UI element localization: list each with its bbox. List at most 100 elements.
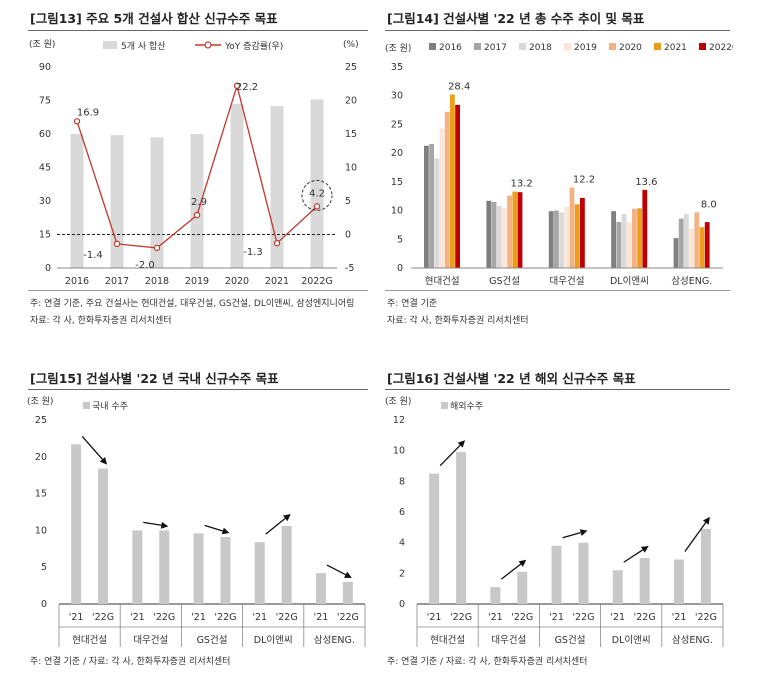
bar-삼성ENG.-'21 [315,573,326,604]
legend-label-2022G: 2022G [709,43,733,53]
y-tick: 30 [391,91,403,102]
trend-arrow-DL이앤씨-head [640,546,649,553]
yoy-data-label: -1.4 [83,250,103,261]
bar-GS건설-2017 [491,201,497,268]
y-tick: 0 [397,263,403,274]
x-tick-label: '22G [450,612,472,623]
bar-DL이앤씨-2020 [632,208,637,268]
bar-삼성ENG.-'21 [673,559,684,604]
x-tick-label: '22G [695,612,717,623]
x-tick-label: '22G [337,612,359,623]
data-label-DL이앤씨: 13.6 [635,177,657,188]
x-tick-label: '21 [427,612,442,623]
figure-14-source: 자료: 각 사, 한화투자증권 리서치센터 [387,316,529,326]
yoy-point-2022G [313,203,321,210]
y-tick: 8 [399,476,405,487]
x-tick-label: '21 [69,612,84,623]
bar-삼성ENG.-2020 [694,212,700,268]
bar-삼성ENG.-'22G [700,528,711,604]
y-tick: 35 [391,62,403,73]
data-label-현대건설: 28.4 [448,82,470,93]
x-tick-label: 2019 [185,276,209,287]
y-axis-unit: (조 원) [385,43,411,54]
y-right-tick: 25 [345,62,357,73]
bar-현대건설-2022G [455,104,460,268]
bar-GS건설-2018 [496,205,502,268]
bar-삼성ENG.-2016 [673,238,679,268]
x-tick-label: DL이앤씨 [610,276,649,287]
yoy-data-label: 4.2 [309,188,325,199]
trend-arrow-GS건설-head [221,527,230,535]
bar-DL이앤씨-2017 [616,222,622,268]
figure-13-title: [그림13] 주요 5개 건설사 합산 신규수주 목표 [30,11,278,26]
trend-arrow-GS건설 [204,524,223,532]
bar-현대건설-'21 [429,473,440,604]
x-tick-label: 2021 [265,276,289,287]
bar-DL이앤씨-'21 [254,542,265,604]
bar-2022G [310,99,324,268]
x-tick-label: '21 [610,612,625,623]
trend-arrow-삼성ENG.-head [702,516,710,525]
y-left-tick: 90 [39,62,51,73]
legend-line-label: YoY 증감률(우) [224,40,283,52]
trend-arrow-대우건설-head [160,521,169,529]
bar-대우건설-'21 [132,530,143,604]
trend-arrow-현대건설 [81,435,103,460]
x-tick-label: 2016 [65,276,89,287]
group-label: GS건설 [197,635,228,646]
legend-swatch-2021 [654,43,661,50]
y-tick: 0 [41,599,47,610]
y-right-tick: 10 [345,163,357,174]
x-tick-label: '22G [92,612,114,623]
x-tick-label: '22G [214,612,236,623]
legend-swatch [83,402,90,409]
bar-DL이앤씨-2021 [637,208,642,268]
yoy-data-label: 22.2 [236,82,258,93]
bar-현대건설-2019 [439,128,445,268]
highlight-circle [301,179,333,211]
x-tick-label: '21 [549,612,564,623]
y-tick: 2 [399,568,405,579]
group-label: 현대건설 [72,635,107,646]
legend-label: 해외수주 [450,400,483,412]
y-left-tick: 60 [39,129,51,140]
y-tick: 5 [397,234,403,245]
y-tick: 25 [35,415,47,426]
bar-대우건설-'21 [490,587,501,604]
x-tick-label: 현대건설 [425,276,460,287]
bar-DL이앤씨-2019 [626,222,632,268]
y-right-tick: 5 [345,196,351,207]
trend-arrow-GS건설-head [579,529,588,536]
figure-16-chart: (조 원) 해외수주 0 2 4 6 8 10 12 '21 '22G 현대건설 '21 '22G 대우건설… [385,396,724,647]
group-label: 대우건설 [491,635,526,646]
y-tick: 10 [393,446,405,457]
trend-arrow-현대건설-head [99,457,108,465]
x-tick-label: '22G [153,612,175,623]
figure-16-note: 주: 연결 기준 / 자료: 각 사, 한화투자증권 리서치센터 [387,657,588,667]
bar-2018 [150,137,164,268]
legend-label-2016: 2016 [439,43,462,53]
bar-현대건설-'21 [71,444,82,604]
y-left-tick: 0 [45,263,51,274]
x-tick-label: 2020 [225,276,249,287]
x-tick-label: '22G [276,612,298,623]
yoy-point-2016 [73,118,81,125]
bar-대우건설-2018 [559,212,564,268]
bar-현대건설-2018 [434,158,440,268]
x-tick-label: '22G [511,612,533,623]
bar-현대건설-'22G [456,452,467,604]
bar-GS건설-2020 [507,195,512,268]
legend-swatch-2018 [519,43,526,50]
trend-arrow-대우건설-head [518,559,527,567]
y-tick: 15 [35,489,47,500]
y-right-tick: 15 [345,129,357,140]
data-label-GS건설: 13.2 [510,179,532,190]
y-tick: 12 [393,415,405,426]
bar-GS건설-'21 [193,533,204,604]
trend-arrow-삼성ENG.-head [344,571,352,578]
bar-GS건설-2022G [517,192,523,268]
x-tick-label: '21 [191,612,206,623]
bar-대우건설-2020 [569,187,575,268]
y-left-tick: 75 [39,96,51,107]
bar-2021 [270,106,284,268]
